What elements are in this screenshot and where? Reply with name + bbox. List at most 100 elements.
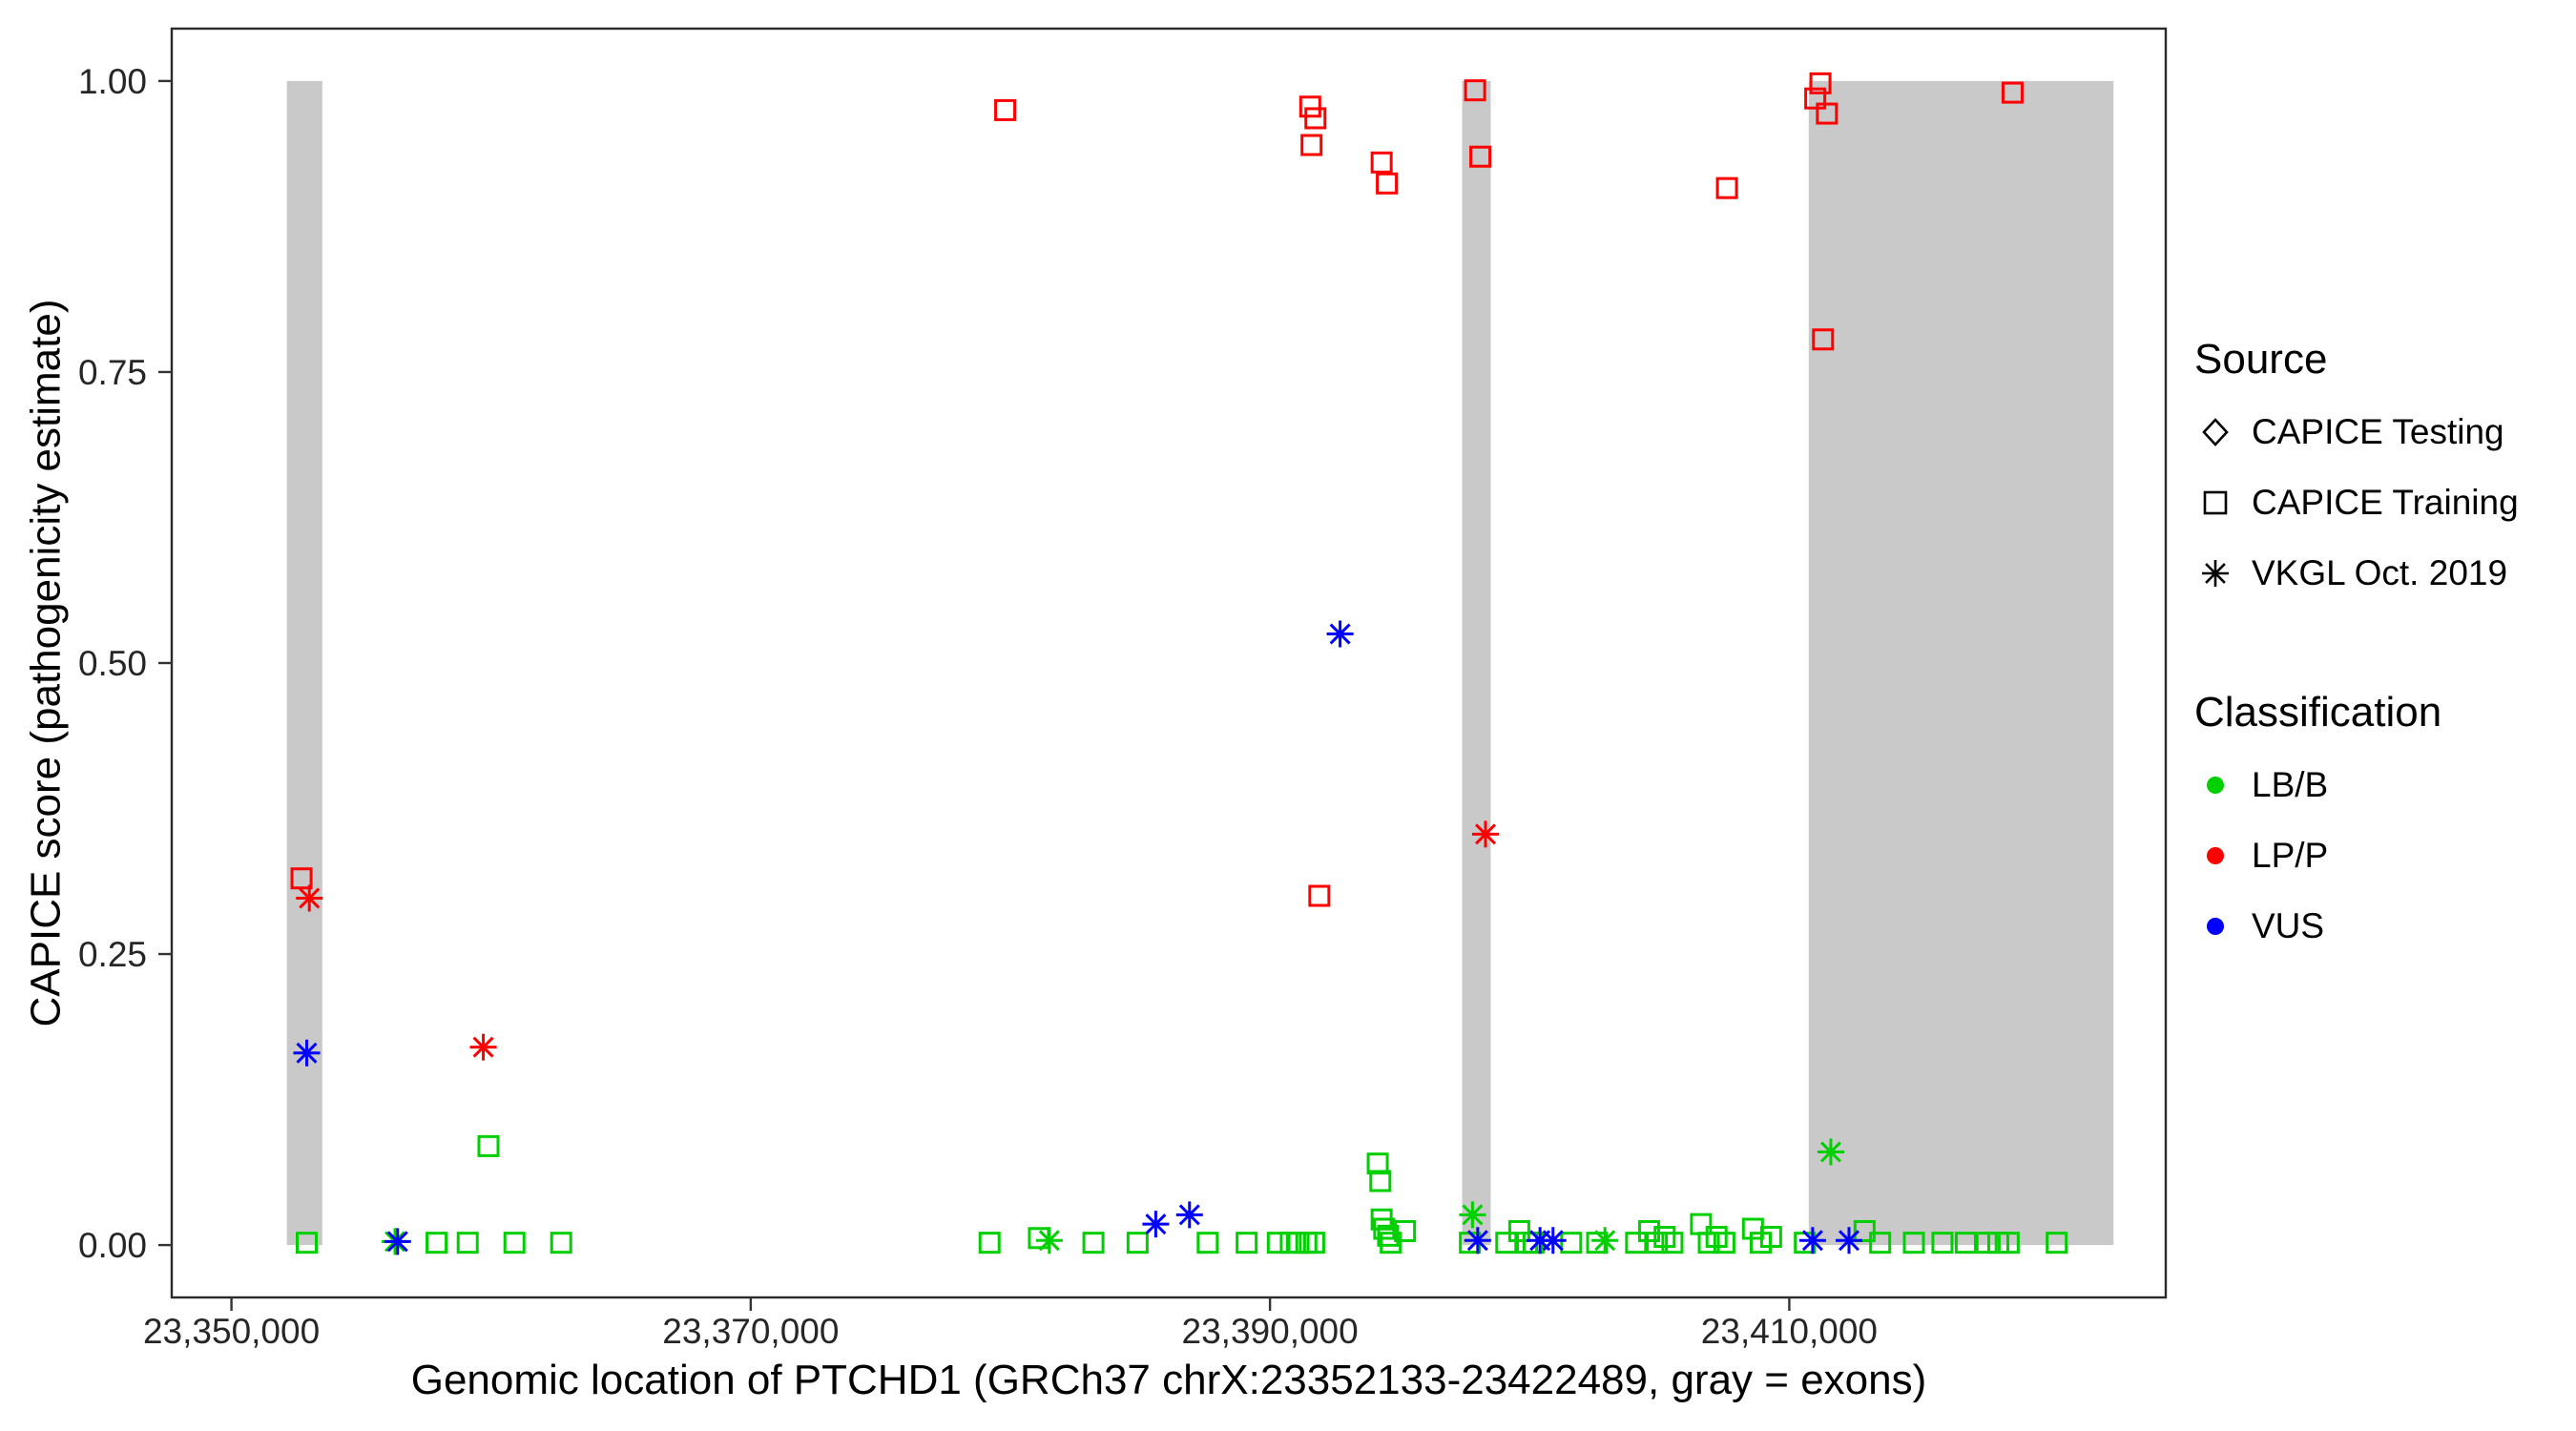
legend-item-label: VKGL Oct. 2019 <box>2252 553 2508 592</box>
legend-item-lpp: LP/P <box>2194 820 2572 891</box>
data-point-sq <box>1812 328 1835 351</box>
data-point-sq <box>1975 1232 1998 1255</box>
data-point-ast <box>1326 620 1354 648</box>
exon-band <box>286 80 322 1246</box>
data-point-ast <box>384 1228 411 1255</box>
data-point-sq <box>1560 1232 1583 1255</box>
data-point-ast <box>296 884 323 912</box>
vus-color-dot-icon <box>2207 918 2224 935</box>
legend-item-lbb: LB/B <box>2194 750 2572 820</box>
data-point-sq <box>550 1232 572 1255</box>
data-point-sq <box>1380 1232 1402 1255</box>
data-point-ast <box>1459 1201 1486 1229</box>
legend-classification-title: Classification <box>2194 689 2442 736</box>
data-point-ast <box>1035 1227 1063 1255</box>
x-tick-label: 23,410,000 <box>1701 1312 1878 1351</box>
data-point-sq <box>1495 1232 1518 1255</box>
data-point-sq <box>1697 1232 1720 1255</box>
data-point-sq <box>1661 1232 1684 1255</box>
data-point-sq <box>1373 1217 1396 1240</box>
data-point-ast <box>1798 1227 1826 1255</box>
data-point-sq <box>1997 1232 2020 1255</box>
data-point-sq <box>1713 1232 1735 1255</box>
diamond-icon <box>2202 418 2229 446</box>
y-axis-label-container: CAPICE score (pathogenicity estimate) <box>6 29 86 1297</box>
data-point-sq <box>290 867 313 890</box>
data-point-sq <box>1625 1232 1648 1255</box>
y-tick-label: 0.00 <box>78 1226 147 1265</box>
data-point-ast <box>1175 1201 1203 1229</box>
y-axis-label: CAPICE score (pathogenicity estimate) <box>22 299 70 1027</box>
data-point-sq <box>1298 95 1321 118</box>
data-point-sq <box>1304 107 1327 130</box>
data-point-sq <box>1741 1217 1764 1240</box>
legend-item-label: CAPICE Training <box>2252 483 2519 522</box>
y-tick-label: 0.25 <box>78 935 147 974</box>
exon-band <box>1462 80 1491 1246</box>
data-point-sq <box>1308 884 1331 907</box>
x-tick-label: 23,350,000 <box>143 1312 320 1351</box>
data-point-sq <box>2046 1232 2068 1255</box>
x-axis-label: Genomic location of PTCHD1 (GRCh37 chrX:… <box>410 1357 1927 1403</box>
data-point-ast <box>1464 1227 1491 1255</box>
data-point-sq <box>1464 79 1486 102</box>
data-point-sq <box>1082 1232 1105 1255</box>
data-point-sq <box>426 1232 448 1255</box>
legend-item-label: LB/B <box>2252 765 2329 804</box>
data-point-sq <box>456 1232 479 1255</box>
legend-item-capice-training: CAPICE Training <box>2194 467 2572 538</box>
legend-source-title: Source <box>2194 336 2328 383</box>
data-point-ast <box>1539 1227 1567 1255</box>
data-point-sq <box>477 1134 500 1157</box>
legend-item-label: CAPICE Testing <box>2252 412 2504 451</box>
data-point-sq <box>1804 87 1827 110</box>
legend-item-capice-testing: CAPICE Testing <box>2194 397 2572 467</box>
asterisk-icon <box>2202 560 2229 587</box>
legend-item-label: VUS <box>2252 906 2325 945</box>
lbb-color-dot-icon <box>2207 777 2224 794</box>
data-point-sq <box>1236 1232 1258 1255</box>
data-point-sq <box>1705 1226 1728 1249</box>
data-point-sq <box>1816 102 1839 125</box>
data-point-sq <box>1366 1152 1389 1175</box>
data-point-ast <box>1817 1138 1844 1166</box>
data-point-sq <box>1902 1232 1925 1255</box>
data-point-sq <box>1809 72 1832 94</box>
data-point-sq <box>1954 1232 1977 1255</box>
data-point-sq <box>1853 1219 1876 1242</box>
square-icon <box>2203 490 2228 515</box>
data-point-ast <box>1591 1227 1619 1255</box>
data-point-sq <box>1507 1219 1530 1242</box>
data-point-sq <box>1759 1226 1782 1249</box>
lpp-color-dot-icon <box>2207 847 2224 864</box>
data-point-sq <box>1126 1232 1149 1255</box>
legend-classification-section: Classification LB/B LP/P VUS <box>2194 689 2572 962</box>
x-tick-label: 23,370,000 <box>662 1312 839 1351</box>
y-tick-label: 0.75 <box>78 353 147 392</box>
data-point-sq <box>1394 1219 1417 1242</box>
data-point-sq <box>1469 145 1492 168</box>
data-point-sq <box>1376 172 1399 195</box>
data-point-ast <box>1835 1227 1862 1255</box>
data-point-sq <box>1646 1232 1669 1255</box>
data-point-sq <box>1300 134 1323 156</box>
data-point-ast <box>293 1039 321 1067</box>
data-point-sq <box>1377 1224 1400 1247</box>
data-point-sq <box>1869 1232 1892 1255</box>
data-point-sq <box>1266 1232 1289 1255</box>
data-point-sq <box>2001 81 2024 104</box>
data-point-sq <box>1637 1219 1660 1242</box>
x-tick-label: 23,390,000 <box>1182 1312 1359 1351</box>
data-point-ast <box>1142 1211 1170 1238</box>
data-point-sq <box>1369 1170 1392 1192</box>
legend-source-section: Source CAPICE Testing CAPICE Training VK… <box>2194 336 2572 609</box>
exon-band <box>1808 80 2114 1246</box>
data-point-sq <box>994 98 1017 121</box>
data-point-sq <box>1196 1232 1219 1255</box>
y-tick-label: 1.00 <box>78 62 147 101</box>
data-point-sq <box>1653 1226 1676 1249</box>
legend-item-vkgl: VKGL Oct. 2019 <box>2194 538 2572 609</box>
data-point-sq <box>1370 151 1393 174</box>
